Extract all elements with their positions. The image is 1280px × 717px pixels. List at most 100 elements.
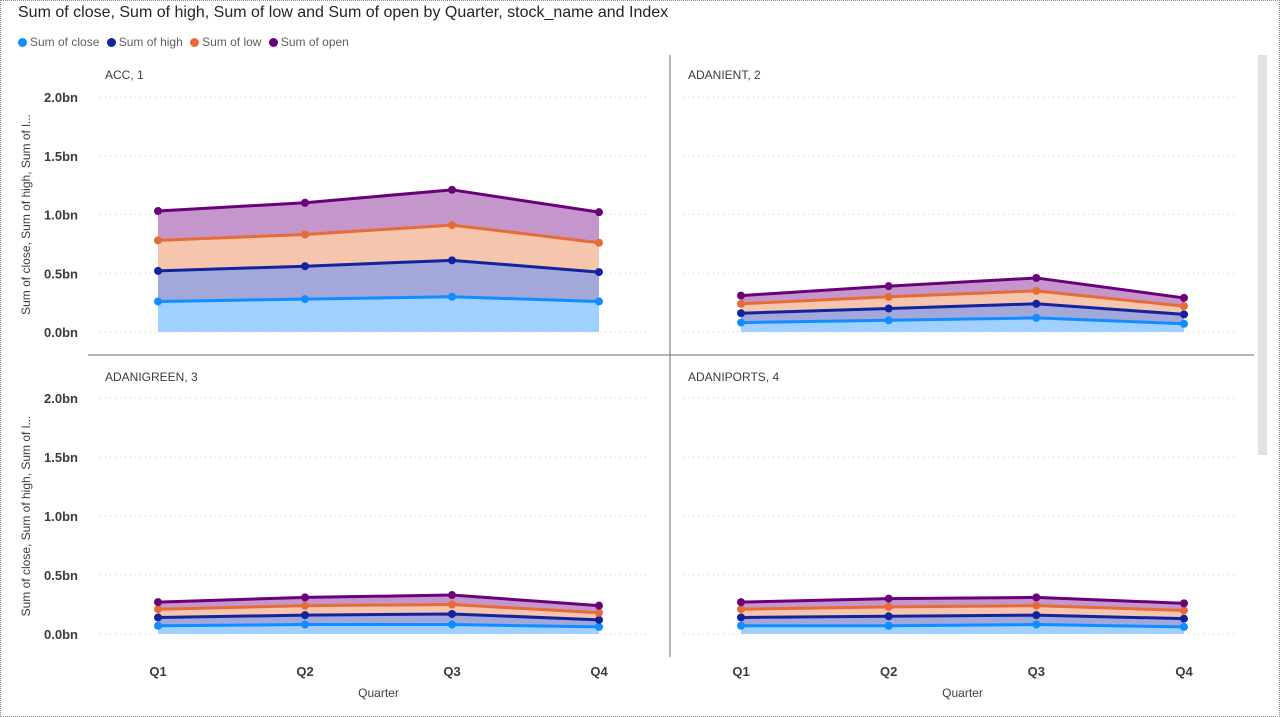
y-axis-title: Sum of close, Sum of high, Sum of l...: [19, 416, 33, 617]
y-tick-label: 1.5bn: [44, 149, 78, 164]
point-sum-of-high: [154, 266, 162, 275]
point-sum-of-high: [737, 613, 745, 622]
point-sum-of-open: [1032, 273, 1041, 282]
point-sum-of-close: [884, 621, 893, 630]
x-axis-title: Quarter: [942, 686, 983, 700]
point-sum-of-high: [1180, 614, 1188, 623]
point-sum-of-high: [737, 309, 745, 318]
point-sum-of-high: [595, 268, 603, 277]
legend: Sum of close Sum of high Sum of low Sum …: [18, 35, 353, 50]
line-sum-of-low: [157, 223, 600, 245]
legend-label-high: Sum of high: [118, 35, 183, 49]
point-sum-of-low: [1032, 286, 1041, 295]
area-sum-of-low: [158, 604, 599, 620]
line-sum-of-open: [157, 188, 600, 214]
point-sum-of-low: [301, 601, 309, 610]
y-tick-label: 1.5bn: [44, 450, 78, 465]
legend-marker-close: [18, 37, 27, 47]
point-sum-of-open: [1180, 599, 1188, 608]
point-sum-of-close: [448, 620, 456, 629]
x-tick-label: Q4: [590, 664, 608, 679]
point-sum-of-open: [595, 601, 603, 610]
y-tick-label: 0.5bn: [44, 266, 78, 281]
y-tick-label: 1.0bn: [44, 509, 78, 524]
point-sum-of-low: [595, 238, 603, 247]
area-sum-of-open: [741, 277, 1184, 307]
chart-title: Sum of close, Sum of high, Sum of low an…: [18, 4, 669, 21]
point-sum-of-low: [737, 299, 745, 308]
line-sum-of-close: [741, 623, 1185, 629]
legend-label-low: Sum of low: [202, 35, 262, 49]
legend-item-low[interactable]: Sum of low: [190, 35, 261, 49]
point-sum-of-open: [737, 598, 745, 607]
panel-title-2: ADANIENT, 2: [688, 68, 761, 82]
point-sum-of-low: [301, 230, 309, 239]
line-sum-of-open: [740, 276, 1185, 300]
point-sum-of-high: [1032, 299, 1041, 308]
line-sum-of-low: [157, 602, 600, 615]
legend-item-high[interactable]: Sum of high: [106, 35, 183, 49]
point-sum-of-high: [448, 256, 456, 265]
x-tick-label: Q2: [296, 664, 313, 679]
y-axis-title: Sum of close, Sum of high, Sum of l...: [19, 114, 33, 315]
point-sum-of-high: [595, 615, 603, 624]
point-sum-of-low: [1180, 302, 1188, 311]
point-sum-of-close: [154, 621, 162, 630]
y-tick-label: 0.0bn: [44, 325, 78, 340]
point-sum-of-close: [448, 292, 456, 301]
point-sum-of-open: [154, 598, 162, 607]
point-sum-of-high: [1180, 310, 1188, 319]
point-sum-of-close: [737, 318, 745, 327]
legend-label-open: Sum of open: [280, 35, 349, 49]
point-sum-of-open: [1180, 293, 1188, 302]
line-sum-of-close: [157, 295, 600, 303]
x-tick-label: Q4: [1175, 664, 1193, 679]
point-sum-of-close: [1032, 313, 1041, 322]
vertical-scrollbar[interactable]: [1258, 55, 1267, 455]
line-sum-of-high: [740, 302, 1185, 316]
point-sum-of-low: [448, 600, 456, 609]
x-tick-label: Q1: [149, 664, 166, 679]
x-tick-label: Q1: [732, 664, 749, 679]
point-sum-of-open: [301, 593, 309, 602]
point-sum-of-low: [154, 605, 162, 614]
point-sum-of-close: [301, 620, 309, 629]
point-sum-of-low: [737, 605, 745, 614]
panel-title-3: ADANIGREEN, 3: [105, 370, 198, 384]
point-sum-of-open: [884, 282, 893, 291]
point-sum-of-close: [737, 621, 745, 630]
point-sum-of-high: [301, 611, 309, 620]
x-tick-label: Q3: [443, 664, 460, 679]
legend-item-open[interactable]: Sum of open: [268, 35, 349, 49]
line-sum-of-close: [157, 623, 600, 629]
point-sum-of-open: [737, 291, 745, 300]
point-sum-of-close: [1180, 622, 1188, 631]
point-sum-of-high: [448, 609, 456, 618]
line-sum-of-open: [157, 593, 600, 608]
line-sum-of-low: [740, 289, 1185, 308]
x-tick-label: Q3: [1028, 664, 1045, 679]
point-sum-of-low: [884, 602, 893, 611]
legend-marker-high: [106, 37, 116, 47]
point-sum-of-low: [1180, 606, 1188, 615]
x-axis-title: Quarter: [358, 686, 399, 700]
point-sum-of-low: [1032, 601, 1041, 610]
legend-item-close[interactable]: Sum of close: [18, 35, 99, 49]
area-sum-of-high: [158, 260, 599, 302]
line-sum-of-high: [157, 612, 600, 622]
point-sum-of-open: [301, 198, 309, 207]
point-sum-of-close: [1180, 319, 1188, 328]
point-sum-of-low: [884, 292, 893, 301]
point-sum-of-open: [884, 594, 893, 603]
point-sum-of-open: [448, 185, 456, 194]
line-sum-of-high: [740, 613, 1185, 621]
legend-marker-low: [190, 37, 200, 47]
point-sum-of-open: [595, 208, 603, 217]
point-sum-of-close: [154, 297, 162, 306]
point-sum-of-low: [448, 221, 456, 230]
point-sum-of-close: [595, 622, 603, 631]
point-sum-of-high: [301, 262, 309, 271]
point-sum-of-high: [154, 613, 162, 622]
line-sum-of-open: [740, 595, 1185, 605]
